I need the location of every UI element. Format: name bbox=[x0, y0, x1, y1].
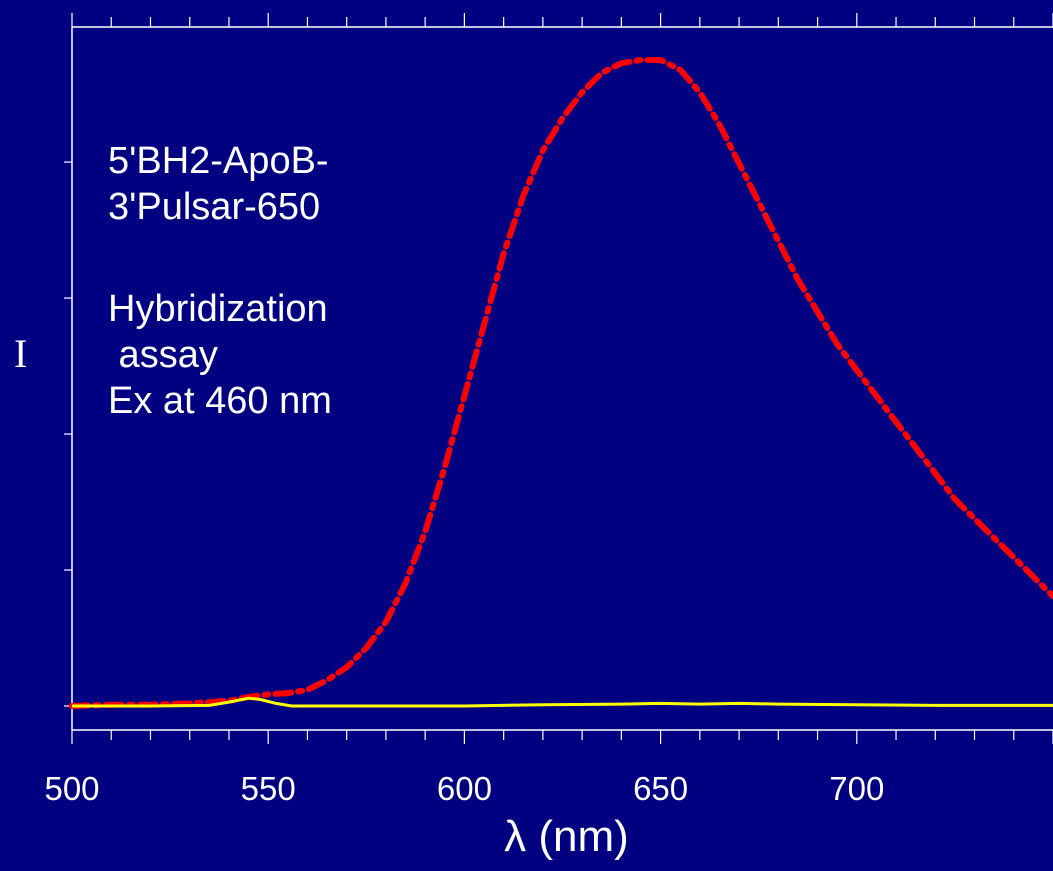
x-tick-labels: 500 550 600 650 700 bbox=[44, 770, 884, 807]
x-axis-label: λ (nm) bbox=[504, 812, 629, 861]
series-layer bbox=[69, 57, 1053, 709]
x-tick-label: 600 bbox=[437, 770, 492, 807]
probe-annotation: 5'BH2-ApoB- 3'Pulsar-650 bbox=[108, 140, 329, 228]
assay-annotation: Hybridization assay Ex at 460 nm bbox=[108, 288, 332, 422]
x-tick-label: 700 bbox=[829, 770, 884, 807]
series-line-1 bbox=[69, 57, 1053, 709]
x-tick-label: 500 bbox=[44, 770, 99, 807]
y-axis-label: I bbox=[14, 331, 28, 376]
series-line-2 bbox=[72, 696, 1053, 708]
x-tick-label: 550 bbox=[241, 770, 296, 807]
axes bbox=[64, 13, 1053, 744]
x-tick-label: 650 bbox=[633, 770, 688, 807]
